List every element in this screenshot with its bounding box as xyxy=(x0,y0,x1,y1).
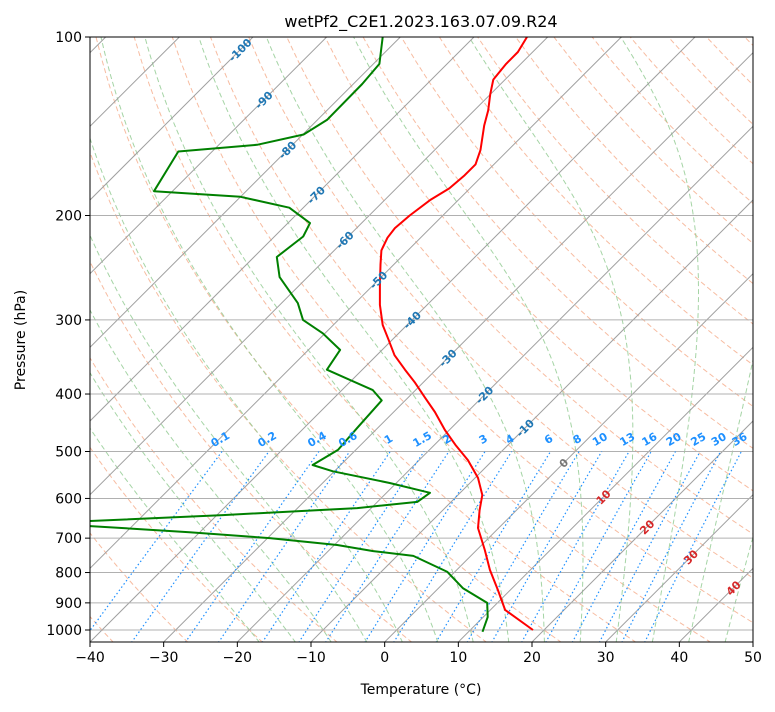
x-tick-label: 0 xyxy=(380,650,389,666)
dewpoint-line xyxy=(30,37,488,632)
dry-adiabat xyxy=(516,37,775,643)
isotherm xyxy=(384,37,775,643)
x-tick-label: −40 xyxy=(75,650,105,666)
y-tick-label: 300 xyxy=(55,313,82,329)
isotherm xyxy=(0,37,327,643)
y-tick-label: 600 xyxy=(55,491,82,507)
isotherm xyxy=(458,37,775,643)
mixing-ratio-label: 20 xyxy=(664,430,684,449)
dry-adiabat xyxy=(20,37,413,643)
y-tick-label: 900 xyxy=(55,596,82,612)
y-tick-label: 100 xyxy=(55,30,82,46)
mixing-ratio-label: 36 xyxy=(730,430,750,449)
x-tick-label: 20 xyxy=(523,650,541,666)
mixing-ratio-label: 30 xyxy=(709,430,729,449)
moist-adiabat xyxy=(469,37,633,643)
mixing-ratio-label: 0.6 xyxy=(336,429,360,450)
isotherm xyxy=(752,37,775,643)
mixing-ratio-line xyxy=(546,452,652,643)
isotherm xyxy=(0,37,400,643)
mixing-ratio-line xyxy=(599,452,700,643)
dry-adiabat xyxy=(363,37,775,643)
mixing-ratio-label: 6 xyxy=(542,432,555,447)
isotherm-label: -80 xyxy=(276,138,299,161)
dry-adiabat xyxy=(668,37,775,643)
x-tick-label: −30 xyxy=(149,650,179,666)
dry-adiabat xyxy=(58,37,487,643)
moist-adiabat xyxy=(64,37,402,643)
mixing-ratio-label: 16 xyxy=(640,430,660,449)
isotherm xyxy=(89,37,695,643)
x-tick-label: 10 xyxy=(449,650,467,666)
y-tick-label: 400 xyxy=(55,387,82,403)
isotherm xyxy=(0,37,253,643)
mixing-ratio-label: 1.5 xyxy=(411,429,434,450)
dry-adiabat xyxy=(592,37,775,643)
dry-adiabat xyxy=(745,37,775,643)
y-tick-label: 500 xyxy=(55,444,82,460)
dry-adiabat xyxy=(0,37,263,643)
dry-adiabat xyxy=(439,37,775,643)
isotherm-label: -100 xyxy=(226,36,255,65)
mixing-ratio-label: 10 xyxy=(590,430,610,449)
dry-adiabat xyxy=(707,37,775,643)
moist-adiabat xyxy=(0,37,260,643)
isotherm xyxy=(0,37,474,643)
x-tick-label: 50 xyxy=(744,650,762,666)
dry-adiabat xyxy=(172,37,711,643)
moist-adiabat xyxy=(725,37,775,643)
mixing-ratio-label: 1 xyxy=(382,432,395,447)
moist-adiabat xyxy=(5,37,332,643)
mixing-ratio-line xyxy=(436,452,551,643)
isotherm-label: 0 xyxy=(557,456,572,471)
moist-adiabat xyxy=(101,37,438,643)
mixing-ratio-label: 3 xyxy=(477,432,490,447)
mixing-ratio-label: 0.4 xyxy=(305,429,329,450)
y-tick-label: 1000 xyxy=(46,623,82,639)
dry-adiabat xyxy=(554,37,775,643)
profile-lines xyxy=(30,37,533,632)
mixing-ratio-line xyxy=(218,452,349,643)
mixing-ratio-label: 25 xyxy=(689,430,709,449)
y-tick-label: 200 xyxy=(55,209,82,225)
x-tick-label: 30 xyxy=(597,650,615,666)
y-tick-label: 700 xyxy=(55,531,82,547)
y-tick-label: 800 xyxy=(55,566,82,582)
background-lines xyxy=(0,37,775,643)
x-tick-label: 40 xyxy=(670,650,688,666)
mixing-ratio-label: 13 xyxy=(617,430,637,449)
moist-adiabat xyxy=(689,37,775,643)
x-tick-label: −10 xyxy=(296,650,326,666)
isotherm xyxy=(163,37,769,643)
temperature-line xyxy=(380,37,533,630)
y-axis-label: Pressure (hPa) xyxy=(13,290,29,390)
x-axis-label: Temperature (°C) xyxy=(360,682,482,698)
mixing-ratio-label: 0.2 xyxy=(255,429,278,450)
moist-adiabat xyxy=(32,37,367,643)
mixing-ratio-line xyxy=(572,452,675,643)
mixing-ratio-line xyxy=(81,452,222,643)
mixing-ratio-label: 4 xyxy=(503,432,516,447)
chart-title: wetPf2_C2E1.2023.163.07.09.R24 xyxy=(284,12,557,32)
mixing-ratio-line xyxy=(622,452,721,643)
isotherm xyxy=(531,37,775,643)
dry-adiabat xyxy=(0,37,338,643)
x-tick-label: −20 xyxy=(223,650,253,666)
